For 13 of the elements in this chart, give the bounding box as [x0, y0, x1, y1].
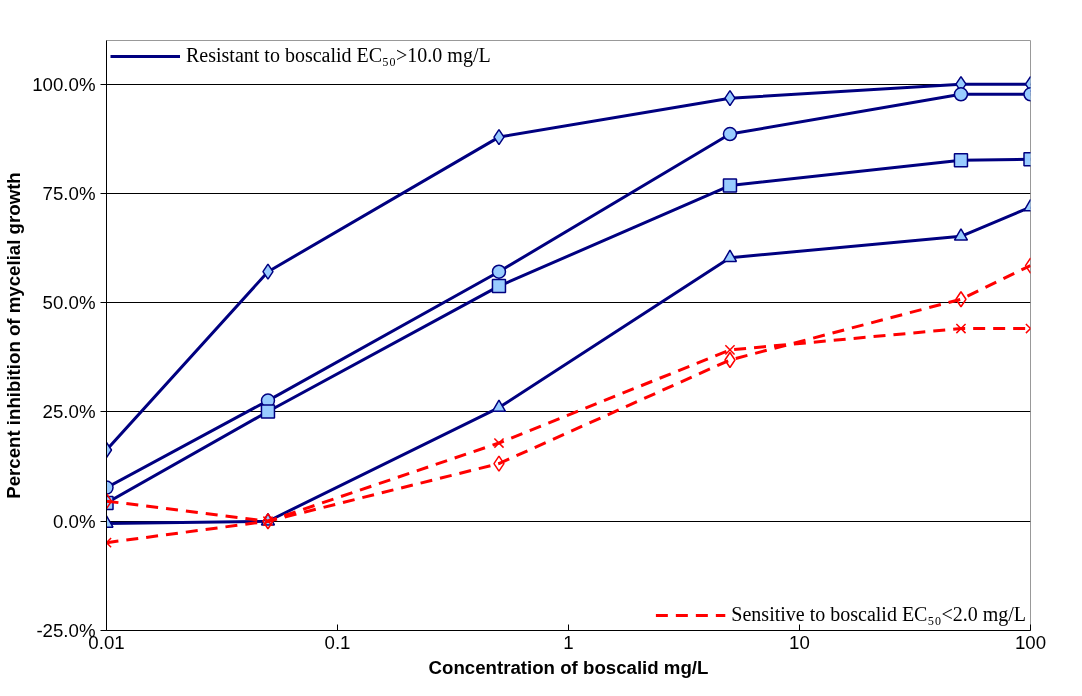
- y-tick-label: 100.0%: [32, 73, 96, 95]
- y-tick-label: 50.0%: [42, 292, 96, 314]
- x-tick-label: 1: [563, 631, 574, 653]
- x-axis-title: Concentration of boscalid mg/L: [428, 656, 709, 678]
- legend-label: Resistant to boscalid EC₅₀>10.0 mg/L: [186, 44, 491, 67]
- y-tick-label: 0.0%: [52, 510, 96, 532]
- x-tick-label: 0.1: [324, 631, 351, 653]
- x-tick-label: 10: [789, 631, 810, 653]
- legend-label: Sensitive to boscalid EC₅₀<2.0 mg/L: [731, 603, 1026, 626]
- x-tick-label: 100: [1014, 631, 1047, 653]
- y-tick-label: 25.0%: [42, 401, 96, 423]
- y-axis-title: Percent inhibition of mycelial growth: [3, 172, 25, 499]
- y-tick-label: 75.0%: [42, 182, 96, 204]
